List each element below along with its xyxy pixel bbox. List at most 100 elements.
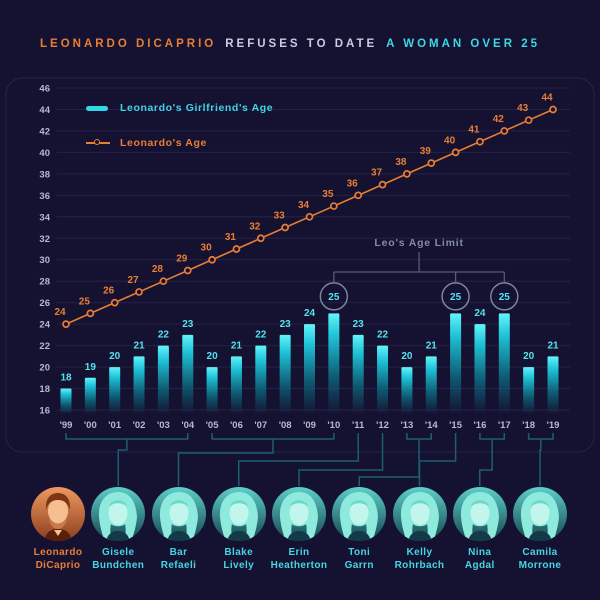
leo-age-marker — [305, 212, 314, 221]
y-axis-labels: 46 44 42 40 38 36 34 32 30 28 26 24 22 20 18 16 — [39, 84, 50, 417]
page-title: LEONARDO DICAPRIO REFUSES TO DATE A WOMAN … — [40, 38, 580, 50]
year-label: '06 — [230, 420, 243, 431]
age-limit-bracket — [333, 252, 505, 282]
year-label: '00 — [84, 420, 97, 431]
y-tick-label: 34 — [39, 212, 50, 223]
girlfriend-age-bar — [109, 367, 121, 414]
leo-age-label: 26 — [103, 286, 115, 297]
y-tick-label: 18 — [39, 384, 50, 395]
leo-age-marker — [281, 223, 289, 232]
leo-age-marker — [427, 159, 436, 167]
year-label: '07 — [254, 420, 267, 431]
girlfriend-age-bar — [523, 367, 535, 414]
year-label: '14 — [425, 420, 439, 431]
bar-value-label: 22 — [158, 330, 170, 341]
leo-age-label: 34 — [298, 200, 310, 211]
chart-panel — [5, 77, 595, 453]
y-tick-label: 28 — [39, 277, 50, 288]
girlfriend-portrait-photo — [211, 487, 266, 541]
person-erin-heatherton: Erin Heatherton — [261, 486, 337, 572]
girlfriend-portrait-photo — [272, 487, 326, 541]
leo-age-markers — [62, 105, 557, 328]
leo-age-label: 41 — [468, 125, 480, 136]
leo-age-label: 43 — [517, 103, 529, 114]
age-limit-circle — [441, 282, 470, 311]
circled-bar-value: 25 — [328, 292, 340, 303]
year-label: '12 — [376, 420, 389, 431]
year-label: '03 — [157, 420, 170, 431]
leo-age-marker — [476, 137, 484, 146]
leo-age-label: 38 — [395, 157, 407, 168]
leo-age-label: 35 — [322, 189, 334, 200]
legend-item-leo: Leonardo's Age — [86, 135, 273, 151]
person-camila-morrone: Camila Morrone — [502, 486, 578, 572]
year-label: '01 — [108, 420, 122, 431]
bar-value-label: 20 — [207, 351, 219, 362]
leo-age-label: 33 — [274, 211, 286, 222]
bar-value-label: 23 — [280, 319, 292, 330]
girlfriend-age-bar — [377, 345, 389, 414]
line-swatch-icon — [86, 139, 110, 145]
y-tick-label: 46 — [39, 84, 50, 95]
year-label: '99 — [60, 420, 73, 431]
person-name: Gisele Bundchen — [92, 547, 145, 571]
year-label: '08 — [279, 420, 292, 431]
person-name: Leonardo DiCaprio — [33, 547, 83, 571]
girlfriend-age-bar — [206, 367, 218, 414]
bar-value-label: 20 — [401, 351, 413, 362]
y-tick-label: 40 — [39, 148, 50, 159]
leo-age-marker — [500, 127, 509, 135]
bar-value-label: 20 — [109, 351, 121, 362]
photo-connector — [298, 433, 384, 486]
girlfriend-age-bar — [450, 313, 462, 414]
bar-value-label: 21 — [426, 340, 438, 351]
girlfriend-age-bar — [255, 345, 267, 414]
year-label: '02 — [133, 420, 146, 431]
girlfriend-portrait-photo — [513, 487, 567, 541]
leo-age-limit-label: Leo's Age Limit — [374, 237, 464, 249]
leo-age-label: 37 — [371, 168, 383, 179]
chart-legend: Leonardo's Girlfriend's Age Leonardo's A… — [86, 100, 273, 170]
y-tick-label: 20 — [39, 363, 50, 374]
y-tick-label: 38 — [39, 169, 50, 180]
leo-age-marker — [159, 277, 168, 286]
year-label: '09 — [303, 420, 316, 431]
leo-age-label: 40 — [444, 135, 456, 146]
girlfriend-age-bar — [425, 356, 437, 414]
girlfriend-age-bar — [547, 356, 559, 414]
year-label: '18 — [522, 420, 535, 431]
bar-swatch-icon — [86, 105, 108, 111]
bar-value-label: 18 — [60, 373, 72, 384]
photo-connector — [65, 433, 189, 486]
photo-connector — [177, 433, 335, 486]
girlfriend-age-bar — [157, 345, 169, 414]
person-name: Erin Heatherton — [270, 547, 328, 571]
leo-age-label: 27 — [127, 275, 139, 286]
photo-connector — [527, 433, 554, 486]
photo-connector — [479, 433, 506, 486]
circled-bar-value: 25 — [499, 292, 511, 303]
title-a-woman-over-25: A WOMAN OVER 25 — [386, 38, 540, 50]
person-name: Blake Lively — [223, 547, 255, 571]
y-tick-label: 26 — [39, 298, 50, 309]
person-name: Camila Morrone — [518, 547, 562, 571]
bar-value-label: 24 — [304, 308, 316, 319]
year-label: '05 — [206, 420, 220, 431]
bar-value-label: 21 — [231, 340, 243, 351]
girlfriend-age-bar — [230, 356, 242, 414]
bar-value-label: 22 — [377, 330, 389, 341]
year-label: '11 — [352, 420, 365, 431]
leo-age-marker — [256, 234, 265, 243]
bar-value-label: 22 — [255, 330, 267, 341]
leo-age-marker — [86, 309, 95, 318]
bar-value-label: 19 — [85, 362, 97, 373]
girlfriend-age-bar — [279, 334, 291, 414]
girlfriend-age-bar — [498, 313, 510, 414]
legend-item-girlfriend: Leonardo's Girlfriend's Age — [86, 100, 273, 116]
leo-age-marker — [232, 245, 241, 253]
circled-bar-value: 25 — [450, 292, 462, 303]
leo-age-marker — [524, 116, 533, 125]
bar-value-label: 21 — [133, 340, 145, 351]
